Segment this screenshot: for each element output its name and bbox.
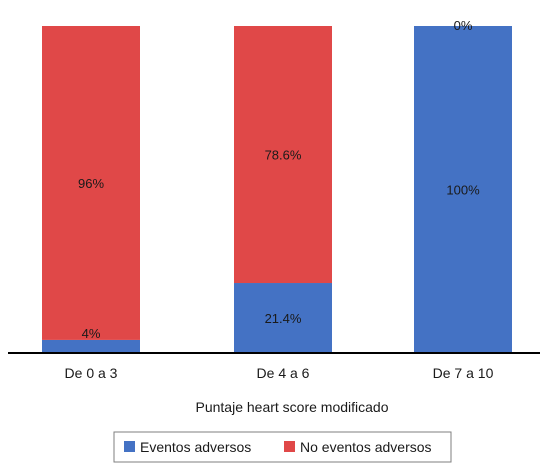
data-label-no-eventos-adversos-2: 78.6% [265, 148, 302, 163]
legend-box [113, 431, 452, 463]
bar-no-eventos-adversos-2 [234, 26, 332, 284]
data-label-eventos-adversos-1: 4% [82, 326, 101, 341]
legend: Eventos adversos No eventos adversos [113, 431, 452, 463]
legend-label-no-eventos-adversos: No eventos adversos [300, 439, 432, 455]
data-label-eventos-adversos-3: 100% [446, 183, 480, 198]
data-label-no-eventos-adversos-3: 0% [454, 18, 473, 33]
x-tick-label-2: De 4 a 6 [257, 365, 310, 381]
x-tick-label-1: De 0 a 3 [65, 365, 118, 381]
legend-swatch-eventos-adversos [124, 441, 135, 452]
bar-eventos-adversos-3 [414, 26, 512, 353]
bars-group [42, 26, 512, 353]
category-labels-group: De 0 a 3 De 4 a 6 De 7 a 10 [65, 365, 494, 381]
x-tick-label-3: De 7 a 10 [433, 365, 494, 381]
x-axis-title: Puntaje heart score modificado [196, 399, 389, 415]
bar-eventos-adversos-2 [234, 283, 332, 353]
data-label-no-eventos-adversos-1: 96% [78, 176, 104, 191]
data-labels-group: 4% 96% 21.4% 78.6% 100% 0% [78, 18, 480, 341]
data-label-eventos-adversos-2: 21.4% [265, 311, 302, 326]
bar-no-eventos-adversos-1 [42, 26, 140, 340]
legend-label-eventos-adversos: Eventos adversos [140, 439, 251, 455]
legend-swatch-no-eventos-adversos [284, 441, 295, 452]
bar-eventos-adversos-1 [42, 339, 140, 353]
